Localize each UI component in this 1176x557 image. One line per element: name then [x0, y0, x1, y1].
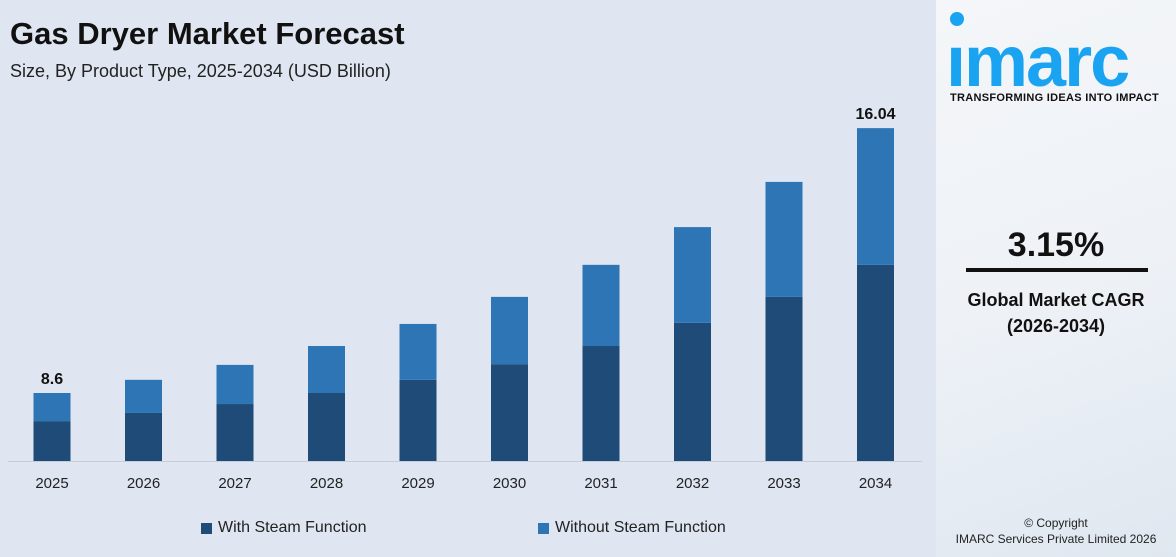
bar-without-steam-2033 — [765, 181, 803, 297]
bar-with-steam-2028 — [308, 393, 345, 461]
bar-with-steam-2034 — [857, 264, 894, 461]
legend-item-without-steam: Without Steam Function — [538, 519, 726, 537]
data-label: 8.6 — [41, 371, 63, 388]
bar-with-steam-2030 — [491, 364, 528, 461]
imarc-logo: ımarc — [946, 22, 1130, 102]
data-label: 16.04 — [855, 106, 895, 123]
bar-chart: 2025 8.6 2026 2027 2028 2029 2030 2031 2032 2033 2… — [8, 106, 922, 492]
copyright-text: © Copyright — [1024, 516, 1088, 530]
legend-swatch — [538, 522, 549, 534]
cagr-label: Global Market CAGR (2026-2034) — [936, 287, 1176, 339]
bar-with-steam-2032 — [674, 322, 711, 461]
logo-dot — [950, 12, 964, 26]
bar-with-steam-2026 — [125, 412, 162, 461]
cagr-label-text: Global Market CAGR — [967, 290, 1145, 310]
cagr-value: 3.15% — [1007, 226, 1105, 264]
x-tick-label: 2028 — [310, 475, 343, 492]
legend-swatch — [201, 522, 212, 534]
bar-without-steam-2026 — [125, 379, 162, 413]
chart-title: Gas Dryer Market Forecast — [10, 16, 405, 51]
cagr-period: (2026-2034) — [1006, 316, 1106, 336]
x-tick-label: 2033 — [767, 475, 800, 492]
legend-label: Without Steam Function — [555, 519, 726, 536]
bar-without-steam-2028 — [308, 346, 345, 394]
chart-subtitle: Size, By Product Type, 2025-2034 (USD Bi… — [10, 61, 391, 81]
bar-with-steam-2033 — [765, 296, 803, 461]
bar-without-steam-2030 — [491, 296, 528, 365]
x-tick-label: 2025 — [35, 475, 68, 492]
bar-with-steam-2025 — [33, 421, 71, 461]
copyright: © Copyright IMARC Services Private Limite… — [936, 515, 1176, 547]
bar-without-steam-2027 — [216, 364, 254, 405]
x-tick-label: 2031 — [584, 475, 617, 492]
legend-item-with-steam: With Steam Function — [201, 519, 367, 537]
bar-without-steam-2025 — [33, 393, 71, 422]
divider — [966, 268, 1148, 272]
copyright-owner: IMARC Services Private Limited 2026 — [955, 532, 1157, 546]
bar-without-steam-2031 — [582, 264, 620, 347]
x-tick-label: 2027 — [218, 475, 251, 492]
x-tick-label: 2032 — [676, 475, 709, 492]
bar-with-steam-2031 — [582, 346, 620, 461]
bar-with-steam-2029 — [399, 379, 437, 461]
info-panel: ımarc TRANSFORMING IDEAS INTO IMPACT 3.1… — [936, 0, 1176, 557]
logo-tagline: TRANSFORMING IDEAS INTO IMPACT — [950, 92, 1160, 104]
bar-with-steam-2027 — [216, 404, 254, 461]
x-tick-label: 2034 — [859, 475, 892, 492]
bar-without-steam-2034 — [857, 128, 894, 265]
legend-label: With Steam Function — [218, 519, 367, 536]
x-tick-label: 2030 — [493, 475, 526, 492]
x-tick-label: 2026 — [127, 475, 160, 492]
bar-without-steam-2032 — [674, 227, 711, 323]
x-tick-label: 2029 — [401, 475, 434, 492]
bar-without-steam-2029 — [399, 323, 437, 380]
